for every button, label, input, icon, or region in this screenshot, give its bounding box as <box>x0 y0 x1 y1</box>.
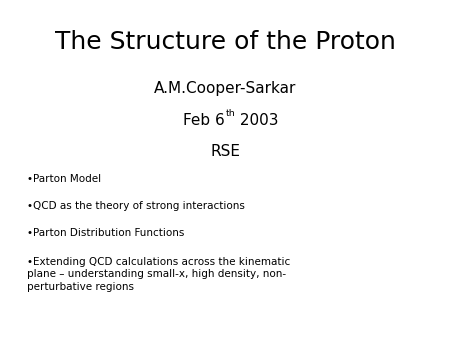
Text: RSE: RSE <box>210 144 240 159</box>
Text: 2003: 2003 <box>235 113 279 128</box>
Text: Feb 6: Feb 6 <box>183 113 225 128</box>
Text: The Structure of the Proton: The Structure of the Proton <box>54 30 396 54</box>
Text: •Parton Model: •Parton Model <box>27 174 101 184</box>
Text: •Extending QCD calculations across the kinematic
plane – understanding small-x, : •Extending QCD calculations across the k… <box>27 257 290 292</box>
Text: •QCD as the theory of strong interactions: •QCD as the theory of strong interaction… <box>27 201 245 211</box>
Text: th: th <box>226 109 236 118</box>
Text: A.M.Cooper-Sarkar: A.M.Cooper-Sarkar <box>154 81 296 96</box>
Text: •Parton Distribution Functions: •Parton Distribution Functions <box>27 228 184 238</box>
